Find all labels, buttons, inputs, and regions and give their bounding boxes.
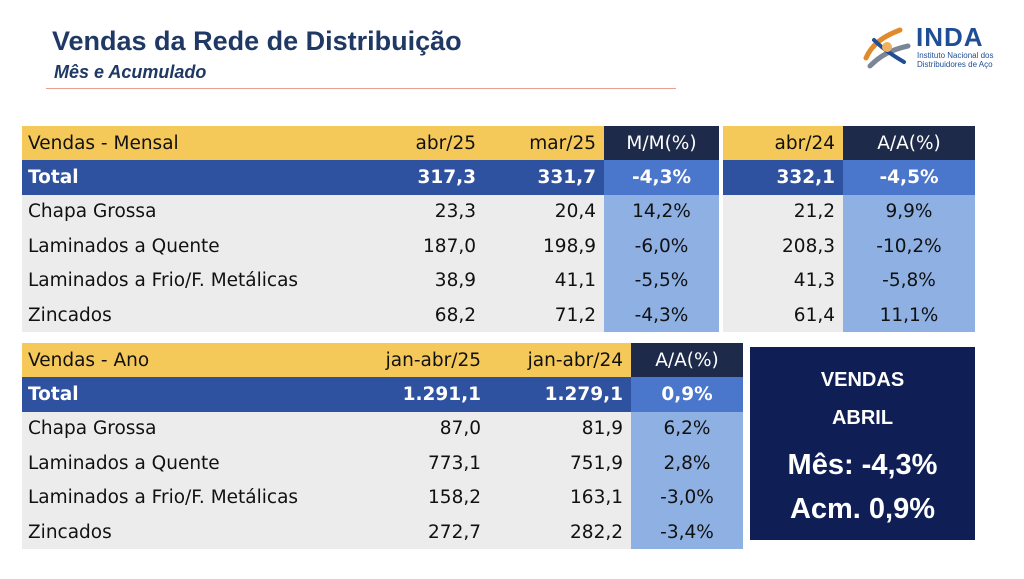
table-cell: -10,2% [843,229,975,264]
monthly-sales-table: Vendas - Mensal abr/25 mar/25 M/M(%) abr… [22,126,975,333]
table-row: Laminados a Quente 187,0 198,9 -6,0% 208… [22,229,975,264]
column-gap [719,160,723,195]
table-cell: 2,8% [631,446,743,481]
table-cell: -6,0% [604,229,719,264]
table-cell: 0,9% [631,377,743,412]
table-cell: 21,2 [723,194,843,230]
row-label: Chapa Grossa [22,194,364,230]
row-label: Zincados [22,514,361,550]
table-cell: 198,9 [484,229,604,264]
table-cell: 1.291,1 [361,377,489,412]
row-label: Laminados a Frio/F. Metálicas [22,480,361,515]
table-cell: -4,5% [843,160,975,195]
table-cell: -3,4% [631,514,743,550]
table-cell: 20,4 [484,194,604,230]
table-cell: -5,5% [604,263,719,298]
table-row-total: Total 317,3 331,7 -4,3% 332,1 -4,5% [22,160,975,195]
table-cell: 158,2 [361,480,489,515]
table-cell: 163,1 [489,480,631,515]
table-cell: 9,9% [843,194,975,230]
inda-logo-icon [863,27,911,69]
column-header: jan-abr/25 [361,343,489,378]
sales-summary-box: VENDAS ABRIL Mês: -4,3% Acm. 0,9% [750,347,975,540]
column-gap [719,263,723,298]
row-label: Laminados a Quente [22,229,364,264]
logo-subtitle-line-1: Instituto Nacional dos [917,51,994,60]
table-row: Chapa Grossa 23,3 20,4 14,2% 21,2 9,9% [22,194,975,230]
table-row: Laminados a Frio/F. Metálicas 158,2 163,… [22,480,743,515]
table-row: Laminados a Quente 773,1 751,9 2,8% [22,446,743,481]
table-cell: 38,9 [364,263,484,298]
table-cell: 331,7 [484,160,604,195]
title-divider [46,88,676,89]
row-label: Zincados [22,297,364,333]
table-cell: 208,3 [723,229,843,264]
column-header: abr/25 [364,126,484,161]
table-cell: 71,2 [484,297,604,333]
column-header: abr/24 [723,126,843,161]
logo-subtitle-line-2: Distribuidores de Aço [917,60,993,69]
table-cell: 61,4 [723,297,843,333]
table-cell: 14,2% [604,194,719,230]
logo-subtitle: Instituto Nacional dos Distribuidores de… [917,51,994,69]
column-header: jan-abr/24 [489,343,631,378]
table-cell: 87,0 [361,411,489,447]
column-header: Vendas - Ano [22,343,361,378]
summary-accumulated-change: Acm. 0,9% [789,493,936,525]
row-label: Total [22,377,361,412]
table-cell: 332,1 [723,160,843,195]
table-row: Zincados 68,2 71,2 -4,3% 61,4 11,1% [22,297,975,333]
annual-sales-table: Vendas - Ano jan-abr/25 jan-abr/24 A/A(%… [22,343,743,550]
summary-month-name: ABRIL [831,407,894,429]
table-row: Laminados a Frio/F. Metálicas 38,9 41,1 … [22,263,975,298]
table-cell: -4,3% [604,297,719,333]
logo-name: INDA [916,22,984,52]
inda-logo: INDA Instituto Nacional dos Distribuidor… [860,22,1010,70]
column-header: M/M(%) [604,126,719,161]
table-cell: 81,9 [489,411,631,447]
table-cell: 773,1 [361,446,489,481]
table-cell: -3,0% [631,480,743,515]
summary-title: VENDAS [820,369,905,391]
table-cell: 68,2 [364,297,484,333]
table-cell: 41,1 [484,263,604,298]
table-header-row: Vendas - Mensal abr/25 mar/25 M/M(%) abr… [22,126,975,161]
table-cell: 317,3 [364,160,484,195]
table-row: Chapa Grossa 87,0 81,9 6,2% [22,411,743,447]
table-header-row: Vendas - Ano jan-abr/25 jan-abr/24 A/A(%… [22,343,743,378]
column-header: A/A(%) [843,126,975,161]
column-header: Vendas - Mensal [22,126,364,161]
table-cell: 272,7 [361,514,489,550]
page-subtitle: Mês e Acumulado [54,62,207,82]
table-cell: 41,3 [723,263,843,298]
table-cell: 11,1% [843,297,975,333]
table-row-total: Total 1.291,1 1.279,1 0,9% [22,377,743,412]
table-cell: -4,3% [604,160,719,195]
column-gap [719,126,723,161]
row-label: Laminados a Frio/F. Metálicas [22,263,364,298]
table-cell: 6,2% [631,411,743,447]
summary-month-change: Mês: -4,3% [787,449,938,481]
column-gap [719,194,723,230]
table-cell: -5,8% [843,263,975,298]
row-label: Chapa Grossa [22,411,361,447]
table-cell: 282,2 [489,514,631,550]
table-cell: 23,3 [364,194,484,230]
column-gap [719,297,723,333]
row-label: Laminados a Quente [22,446,361,481]
table-cell: 751,9 [489,446,631,481]
table-cell: 187,0 [364,229,484,264]
table-row: Zincados 272,7 282,2 -3,4% [22,514,743,550]
row-label: Total [22,160,364,195]
column-header: A/A(%) [631,343,743,378]
table-cell: 1.279,1 [489,377,631,412]
page-title: Vendas da Rede de Distribuição [52,26,462,56]
column-header: mar/25 [484,126,604,161]
column-gap [719,229,723,264]
